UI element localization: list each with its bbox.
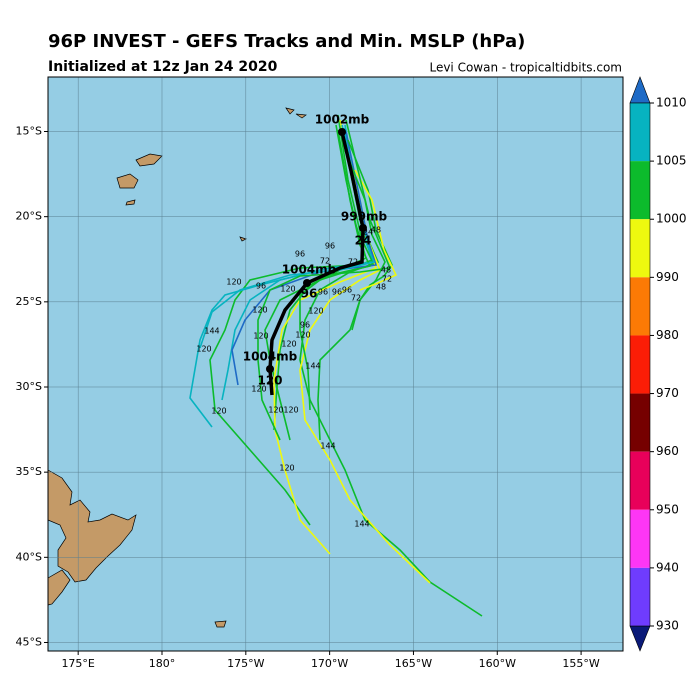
land bbox=[47, 107, 307, 628]
lon-tick-label: 175°W bbox=[227, 657, 264, 670]
mean-label: 24 bbox=[355, 234, 372, 248]
mean-track bbox=[268, 131, 365, 396]
hour-label: 72 bbox=[348, 258, 358, 267]
mean-track-point bbox=[359, 224, 367, 232]
hour-label: 24 bbox=[363, 228, 373, 237]
mean-track-point bbox=[338, 128, 346, 136]
hour-label: 120 bbox=[279, 464, 294, 473]
lat-tick-label: 30°S bbox=[16, 380, 42, 393]
colorbar-segment bbox=[630, 393, 650, 452]
colorbar-segment bbox=[630, 161, 650, 220]
hour-label: 120 bbox=[280, 285, 295, 294]
hour-label: 48 bbox=[376, 283, 386, 292]
hour-label: 144 bbox=[305, 362, 320, 371]
colorbar-segment bbox=[630, 219, 650, 278]
map-frame bbox=[47, 76, 624, 652]
hour-label: 144 bbox=[204, 327, 219, 336]
lon-tick-label: 160°W bbox=[479, 657, 516, 670]
colorbar-label: 950 bbox=[656, 502, 679, 516]
hour-label: 144 bbox=[354, 520, 369, 529]
hour-label: 96 bbox=[318, 288, 328, 297]
hour-label: 72 bbox=[351, 294, 361, 303]
lon-tick-label: 165°W bbox=[395, 657, 432, 670]
colorbar-label: 1010 bbox=[656, 96, 687, 110]
ensemble-track bbox=[257, 119, 392, 441]
colorbar-frame bbox=[629, 102, 651, 627]
colorbar-segment bbox=[630, 335, 650, 394]
hour-label: 144 bbox=[320, 442, 335, 451]
colorbar-label: 990 bbox=[656, 270, 679, 284]
title: 96P INVEST - GEFS Tracks and Min. MSLP (… bbox=[48, 31, 525, 52]
ensemble-tracks bbox=[189, 114, 483, 617]
hour-label: 120 bbox=[226, 278, 241, 287]
hour-label: 48 bbox=[381, 266, 391, 275]
colorbar-extend bbox=[629, 625, 651, 652]
lon-tick-label: 175°E bbox=[61, 657, 94, 670]
lat-tick-label: 40°S bbox=[16, 550, 42, 563]
mean-label: 999mb bbox=[341, 210, 388, 224]
hour-label: 72 bbox=[382, 275, 392, 284]
ensemble-track bbox=[317, 149, 386, 441]
hour-label: 48 bbox=[371, 226, 381, 235]
hour-label: 120 bbox=[295, 331, 310, 340]
ocean bbox=[48, 77, 623, 651]
colorbar-label: 1000 bbox=[656, 212, 687, 226]
mean-track-point bbox=[266, 365, 274, 373]
track-labels: 1002mb999mb241004mb961004mb1201209696721… bbox=[196, 113, 392, 529]
hour-label: 120 bbox=[253, 332, 268, 341]
credit: Levi Cowan - tropicaltidbits.com bbox=[429, 61, 622, 75]
lat-tick-label: 15°S bbox=[16, 125, 42, 138]
colorbar-label: 960 bbox=[656, 444, 679, 458]
hour-label: 96 bbox=[342, 286, 352, 295]
lon-tick-label: 180° bbox=[149, 657, 176, 670]
lat-tick-label: 25°S bbox=[16, 295, 42, 308]
ensemble-track bbox=[354, 169, 398, 291]
grid bbox=[44, 77, 623, 655]
lon-tick-label: 170°W bbox=[311, 657, 348, 670]
colorbar-segment bbox=[630, 103, 650, 162]
lat-tick-label: 20°S bbox=[16, 210, 42, 223]
mean-label: 96 bbox=[301, 287, 318, 301]
hour-label: 120 bbox=[283, 406, 298, 415]
colorbar-segment bbox=[630, 567, 650, 626]
mean-label: 120 bbox=[257, 374, 282, 388]
hour-label: 120 bbox=[251, 385, 266, 394]
colorbar-label: 980 bbox=[656, 328, 679, 342]
hour-label: 96 bbox=[325, 242, 335, 251]
hour-label: 96 bbox=[332, 288, 342, 297]
hour-label: 96 bbox=[300, 321, 310, 330]
ensemble-track bbox=[299, 129, 372, 411]
subtitle: Initialized at 12z Jan 24 2020 bbox=[48, 59, 278, 75]
colorbar-segment bbox=[630, 509, 650, 568]
mean-label: 1004mb bbox=[243, 350, 298, 364]
hour-label: 120 bbox=[252, 306, 267, 315]
hour-label: 120 bbox=[308, 307, 323, 316]
hour-label: 96 bbox=[295, 250, 305, 259]
hour-label: 120 bbox=[211, 407, 226, 416]
hour-label: 120 bbox=[196, 345, 211, 354]
colorbar: 1010 1005 1000 990 980 970 960 950 940 930 bbox=[629, 76, 687, 652]
hour-label: 120 bbox=[268, 406, 283, 415]
colorbar-label: 940 bbox=[656, 560, 679, 574]
lat-tick-label: 35°S bbox=[16, 465, 42, 478]
colorbar-extend bbox=[629, 76, 651, 104]
colorbar-segment bbox=[630, 451, 650, 510]
colorbar-label: 970 bbox=[656, 386, 679, 400]
lat-tick-label: 45°S bbox=[16, 635, 42, 648]
colorbar-label: 930 bbox=[656, 619, 679, 633]
colorbar-label: 1005 bbox=[656, 154, 687, 168]
mean-label: 1004mb bbox=[282, 263, 337, 277]
hour-label: 96 bbox=[256, 282, 266, 291]
mean-label: 1002mb bbox=[315, 113, 370, 127]
mean-track-point bbox=[303, 279, 311, 287]
colorbar-segment bbox=[630, 277, 650, 336]
hour-label: 72 bbox=[320, 257, 330, 266]
hour-label: 120 bbox=[281, 340, 296, 349]
lon-tick-label: 155°W bbox=[562, 657, 599, 670]
